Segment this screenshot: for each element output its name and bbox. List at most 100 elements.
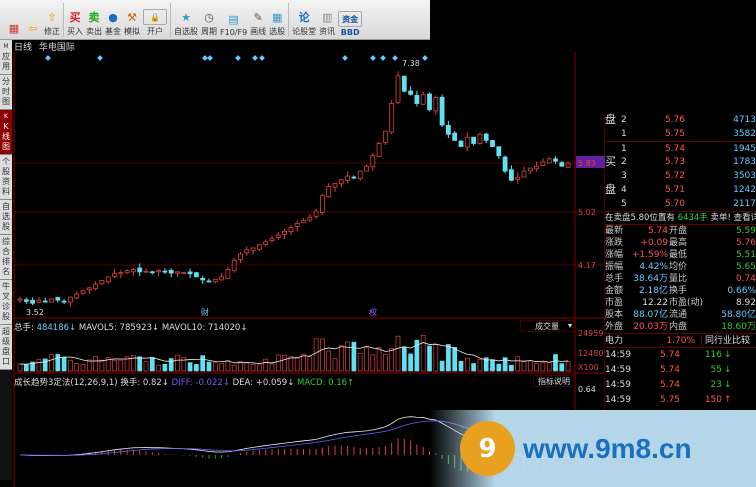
arrow-down-icon: ↓ — [724, 365, 732, 375]
industry-compare-button[interactable]: 同行业比较 — [701, 334, 750, 347]
mavol5-value: 785923↓ — [119, 323, 160, 333]
order-notice[interactable]: 在卖盘5.80位置有 6434手 卖单! 查看详细 — [605, 211, 756, 224]
sidebar: M 应用 分时图 K K线图 个股资料 自选股 综合排名 牛叉诊股 超级盘口 — [0, 40, 12, 480]
toolbar-button-12[interactable]: ▦ 选股 — [269, 9, 285, 37]
tick-time: 14:59 — [605, 380, 631, 390]
volume-axis-label: 12480 — [578, 349, 603, 358]
toolbar-button-7[interactable]: 🔒 开户 — [143, 9, 167, 37]
volume-bar — [288, 355, 294, 372]
event-diamond-icon[interactable] — [202, 55, 208, 61]
candle — [130, 268, 136, 276]
tick-time: 14:59 — [605, 395, 631, 405]
home-grid-icon: ▦ — [8, 21, 20, 35]
candle — [156, 269, 162, 277]
candle — [433, 95, 439, 115]
candle — [420, 91, 426, 105]
toolbar-button-14[interactable]: ▥ 资讯 — [319, 9, 335, 37]
event-marker[interactable]: 财 — [201, 307, 209, 317]
volume-bar — [559, 363, 565, 372]
toolbar-button-1[interactable]: ⇦ — [25, 20, 41, 37]
event-diamond-icon[interactable] — [252, 55, 258, 61]
indicator-name[interactable]: 成长趋势3定法(12,26,9,1) — [14, 378, 118, 388]
event-diamond-icon[interactable] — [380, 55, 386, 61]
volume-bar — [420, 334, 426, 372]
value: 18.60万 — [721, 322, 756, 332]
event-marker[interactable]: 权 — [369, 307, 377, 317]
screen-stock-icon: ▦ — [271, 10, 283, 24]
sidebar-tab-4[interactable]: 自选股 — [0, 200, 12, 235]
sidebar-tab-2[interactable]: K K线图 — [0, 110, 12, 155]
toolbar-label: 模拟 — [124, 27, 140, 36]
tick-row: 14:59 5.74 55 ↓ — [605, 363, 756, 378]
candle — [477, 132, 483, 145]
order-book-row: 5 5.70 2117 — [605, 197, 756, 211]
candle — [61, 299, 67, 305]
toolbar-button-0[interactable]: ▦ — [6, 20, 22, 37]
sidebar-tab-3[interactable]: 个股资料 — [0, 155, 12, 200]
candle — [521, 166, 527, 178]
candle — [288, 225, 294, 236]
sidebar-tab-7[interactable]: 超级盘口 — [0, 325, 12, 370]
sidebar-tab-1[interactable]: 分时图 — [0, 75, 12, 110]
watermark: 9 www.9m8.cn — [430, 410, 756, 487]
volume-bar — [395, 335, 401, 372]
label: 总手 — [605, 274, 624, 284]
toolbar-button-15[interactable]: 资金 BBD — [338, 11, 363, 37]
toolbar-button-8[interactable]: ★ 自选股 — [174, 9, 198, 37]
toolbar-button-5[interactable]: ● 基金 — [105, 9, 121, 37]
toolbar-label: 开户 — [147, 27, 163, 36]
candle — [99, 279, 105, 285]
event-diamond-icon[interactable] — [392, 55, 398, 61]
event-diamond-icon[interactable] — [97, 55, 103, 61]
event-diamond-icon[interactable] — [207, 55, 213, 61]
candle — [118, 270, 124, 278]
candle — [269, 236, 275, 243]
toolbar-button-2[interactable]: ⇧ 修正 — [44, 9, 60, 37]
candle — [553, 156, 558, 164]
tick-volume: 150 — [704, 395, 722, 405]
volume-bar — [320, 338, 325, 372]
volume-bar — [515, 356, 521, 372]
toolbar-button-3[interactable]: 买买入 — [67, 9, 83, 37]
indicator-help-button[interactable]: 指标说明 — [533, 375, 575, 387]
sidebar-tab-5[interactable]: 综合排名 — [0, 235, 12, 280]
candle — [244, 246, 250, 256]
event-diamond-icon[interactable] — [259, 55, 265, 61]
tab-prefix: M — [3, 43, 9, 50]
notice-tail: 卖单! 查看详细 — [710, 213, 756, 223]
sidebar-tab-6[interactable]: 牛叉诊股 — [0, 280, 12, 325]
event-diamond-icon[interactable] — [342, 55, 348, 61]
event-diamond-icon[interactable] — [235, 55, 241, 61]
volume: 3582 — [733, 129, 756, 139]
quote-stats: 最新 5.74 开盘 5.59 涨跌 +0.09 最高 5.76 涨幅 +1.59% 最低 5.51 振… — [605, 224, 756, 333]
candle — [508, 165, 514, 182]
label: 开盘 — [669, 226, 688, 236]
toolbar-button-10[interactable]: ▤ F10/F9 — [220, 11, 247, 38]
volume-bar — [471, 363, 476, 372]
period-label[interactable]: 日线 — [14, 43, 33, 53]
toolbar-button-9[interactable]: ◷ 周期 — [201, 9, 217, 37]
toolbar-button-4[interactable]: 卖卖出 — [86, 9, 102, 37]
macd-axis-label: 0.64 — [578, 385, 596, 394]
sell-icon: 卖 — [88, 11, 100, 24]
event-diamond-icon[interactable] — [370, 55, 376, 61]
sidebar-tab-0[interactable]: M 应用 — [0, 40, 12, 75]
volume-bar — [326, 350, 332, 372]
volume-bar — [244, 361, 250, 372]
event-diamond-icon[interactable] — [422, 55, 428, 61]
indicator-select[interactable]: 成交量 ▾ — [520, 320, 575, 332]
volume-bar — [156, 364, 161, 372]
toolbar-button-13[interactable]: 论论股堂 — [292, 9, 316, 37]
volume: 2117 — [733, 199, 756, 209]
level: 3 — [621, 171, 627, 181]
value: 12.22 — [642, 298, 668, 308]
toolbar-label: 卖出 — [86, 27, 102, 36]
kline-chart[interactable]: 5.83 5.02 4.17 24959 12480 X100 0.64 7.38 3.52 财 权 — [0, 0, 605, 487]
toolbar-button-11[interactable]: ✎ 画线 — [250, 9, 266, 37]
toolbar-button-6[interactable]: ⚒ 模拟 — [124, 9, 140, 37]
order-book-row: 买 2 5.73 1783 — [605, 155, 756, 169]
volume-bar — [401, 346, 407, 372]
volume-bar — [175, 354, 180, 372]
volume-bar — [332, 358, 338, 372]
event-diamond-icon[interactable] — [45, 55, 51, 61]
